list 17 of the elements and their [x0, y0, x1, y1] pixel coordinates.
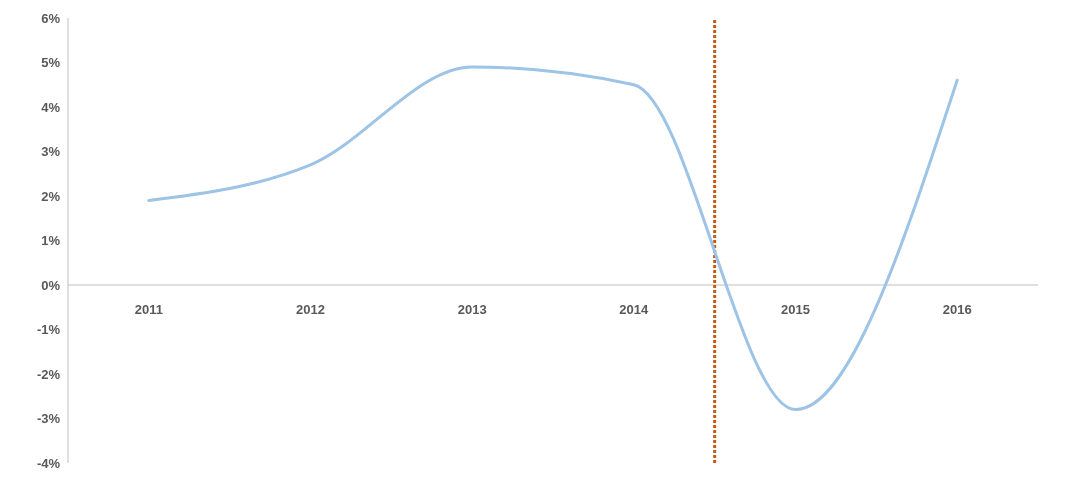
x-tick-label: 2014 [619, 302, 650, 318]
x-tick-label: 2015 [781, 302, 810, 318]
y-tick-label: 1% [41, 233, 61, 249]
y-tick-label: -3% [36, 411, 61, 427]
y-tick-label: 4% [41, 99, 61, 115]
y-tick-label: -2% [36, 366, 61, 382]
y-tick-label: 3% [41, 144, 61, 160]
y-tick-label: 6% [41, 10, 61, 26]
x-tick-label: 2013 [457, 302, 487, 318]
y-tick-label: 2% [41, 188, 61, 204]
y-tick-label: -4% [36, 455, 61, 471]
y-tick-label: 5% [41, 55, 61, 71]
x-tick-label: 2011 [134, 302, 163, 318]
y-tick-label: -1% [36, 322, 61, 338]
x-tick-label: 2012 [296, 302, 325, 318]
y-tick-label: 0% [41, 277, 61, 293]
x-tick-label: 2016 [942, 302, 972, 318]
